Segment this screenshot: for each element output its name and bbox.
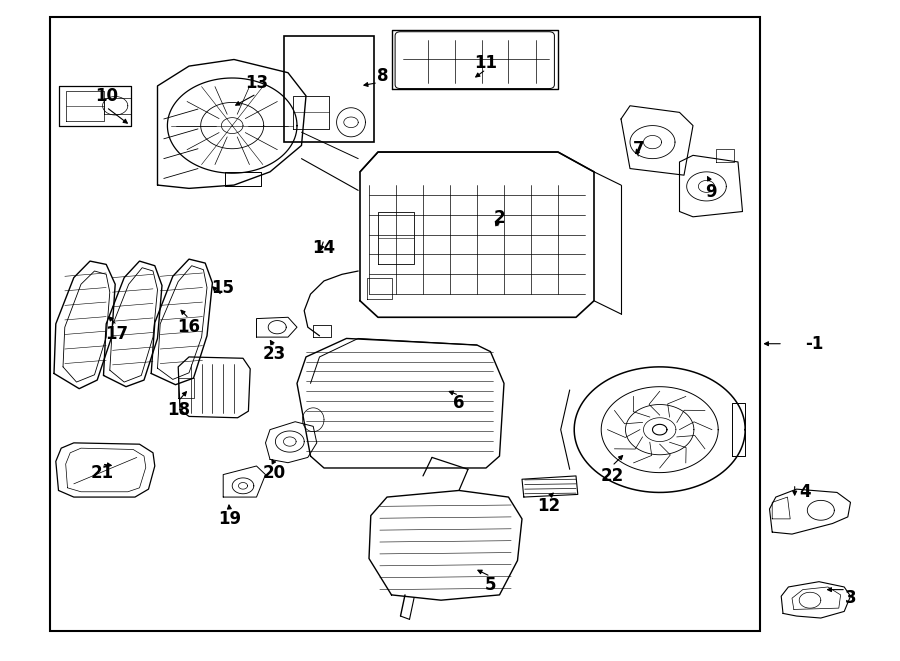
Text: 13: 13 (245, 73, 268, 92)
Text: 20: 20 (263, 463, 286, 482)
Text: 17: 17 (105, 325, 129, 343)
Text: 11: 11 (474, 54, 498, 72)
Text: -1: -1 (806, 334, 824, 353)
Text: 2: 2 (494, 209, 505, 227)
Text: 7: 7 (634, 139, 644, 158)
Text: 14: 14 (312, 239, 336, 257)
Text: 22: 22 (600, 467, 624, 485)
Text: 15: 15 (211, 278, 234, 297)
Text: 23: 23 (263, 344, 286, 363)
Text: 21: 21 (90, 463, 113, 482)
Text: 6: 6 (454, 394, 464, 412)
Bar (284, 36, 374, 142)
Text: 12: 12 (537, 496, 561, 515)
Text: 18: 18 (166, 401, 190, 419)
Text: 5: 5 (485, 576, 496, 594)
Text: 19: 19 (218, 510, 241, 528)
Text: 3: 3 (845, 589, 856, 607)
Text: 10: 10 (94, 87, 118, 105)
Text: 8: 8 (377, 67, 388, 85)
Text: 9: 9 (706, 182, 716, 201)
Bar (50, 17, 760, 631)
Text: 4: 4 (800, 483, 811, 502)
Text: 16: 16 (177, 318, 201, 336)
